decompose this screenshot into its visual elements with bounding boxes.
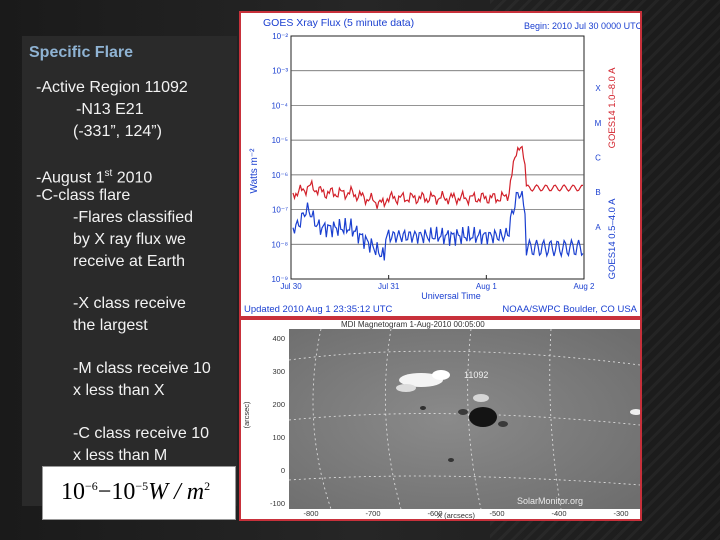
- mdi-xlabel: X (arcsecs): [437, 511, 475, 519]
- goes-ylabel: Watts m⁻²: [249, 148, 260, 194]
- date-line: -August 1st 2010: [36, 163, 152, 189]
- goes-title: GOES Xray Flux (5 minute data): [263, 17, 414, 29]
- classified-line-1: -Flares classified: [73, 209, 194, 226]
- goes-long-channel-label: GOES14 1.0–8.0 A: [607, 67, 618, 148]
- text-panel: [22, 36, 237, 506]
- formula-unit-exp: 2: [204, 479, 211, 493]
- goes-x-tick-label: Jul 30: [280, 282, 302, 291]
- mdi-magnetogram: MDI Magnetogram 1-Aug-2010 00:05:00 1109…: [239, 318, 642, 521]
- goes-class-letter: X: [595, 84, 601, 93]
- mdi-x-tick-label: -600: [427, 509, 442, 518]
- mdi-y-tick-label: -100: [270, 499, 285, 508]
- goes-class-letter: M: [595, 119, 602, 128]
- formula-exp-1: −6: [85, 479, 98, 493]
- mdi-x-tick-label: -700: [365, 509, 380, 518]
- formula-dash: −: [97, 479, 112, 505]
- goes-updated: Updated 2010 Aug 1 23:35:12 UTC: [244, 304, 393, 315]
- formula-base-2: 10: [111, 479, 136, 505]
- goes-y-tick-label: 10⁻⁸: [272, 240, 289, 249]
- xclass-line-2: the largest: [73, 317, 148, 334]
- mdi-title: MDI Magnetogram 1-Aug-2010 00:05:00: [341, 320, 485, 329]
- classified-line-2: by X ray flux we: [73, 231, 186, 248]
- goes-x-tick-label: Jul 31: [378, 282, 400, 291]
- flux-formula: 10−6−10−5W / m2: [61, 479, 210, 506]
- classified-line-3: receive at Earth: [73, 253, 186, 270]
- goes-y-tick-label: 10⁻⁵: [272, 136, 288, 145]
- goes-xlabel: Universal Time: [421, 291, 481, 301]
- mdi-y-tick-label: 100: [272, 433, 285, 442]
- mdi-x-tick-label: -500: [489, 509, 504, 518]
- mdi-y-tick-label: 400: [272, 334, 285, 343]
- flux-formula-box: 10−6−10−5W / m2: [42, 466, 236, 520]
- mdi-x-tick-label: -800: [303, 509, 318, 518]
- goes-short-channel-label: GOES14 0.5–4.0 A: [607, 198, 618, 279]
- goes-begin: Begin: 2010 Jul 30 0000 UTC: [524, 21, 640, 31]
- active-region-line: -Active Region 11092: [36, 79, 188, 96]
- date-superscript: st: [104, 168, 113, 179]
- mdi-y-tick-label: 0: [281, 466, 285, 475]
- coords-line: -N13 E21: [76, 101, 144, 118]
- goes-plot-area: [290, 35, 585, 280]
- mclass-line-2: x less than X: [73, 382, 165, 399]
- formula-exp-2: −5: [135, 479, 149, 493]
- formula-base-1: 10: [61, 479, 85, 505]
- cclass-desc-line-2: x less than M: [73, 447, 168, 464]
- cclass-flare-line: -C-class flare: [36, 187, 131, 204]
- goes-x-tick-label: Aug 2: [574, 282, 595, 291]
- mdi-sunspot: [420, 406, 508, 462]
- formula-unit: W / m: [148, 479, 205, 505]
- goes-y-tick-label: 10⁻²: [272, 32, 288, 41]
- goes-y-tick-label: 10⁻⁹: [271, 275, 288, 284]
- goes-xray-plot: GOES Xray Flux (5 minute data) Begin: 20…: [239, 11, 642, 318]
- goes-class-letter: B: [595, 188, 600, 197]
- mclass-line-1: -M class receive 10: [73, 360, 211, 377]
- arcsec-coords-line: (-331”, 124”): [73, 123, 162, 140]
- mdi-x-tick-label: -400: [551, 509, 566, 518]
- mdi-grid: [288, 328, 640, 510]
- date-prefix: -August 1: [36, 169, 105, 187]
- mdi-image: [289, 329, 640, 509]
- goes-y-tick-label: 10⁻⁴: [271, 101, 288, 110]
- slide-heading: Specific Flare: [29, 44, 134, 61]
- goes-y-tick-label: 10⁻⁶: [272, 171, 288, 180]
- goes-noaa: NOAA/SWPC Boulder, CO USA: [502, 304, 637, 315]
- mdi-ylabel: (arcsec): [242, 401, 251, 429]
- mdi-watermark: SolarMonitor.org: [517, 496, 583, 506]
- goes-short-channel-line: [292, 190, 584, 261]
- mdi-x-tick-label: -300: [613, 509, 628, 518]
- mdi-region-label: 11092: [464, 370, 488, 380]
- date-suffix: 2010: [112, 169, 153, 187]
- goes-long-channel-line: [292, 145, 583, 209]
- goes-class-letter: C: [595, 154, 601, 163]
- mdi-y-tick-label: 300: [272, 367, 285, 376]
- mdi-plage-white: [396, 370, 640, 415]
- goes-class-letter: A: [595, 223, 601, 232]
- goes-x-tick-label: Aug 1: [476, 282, 497, 291]
- goes-y-tick-label: 10⁻⁷: [272, 206, 288, 215]
- cclass-desc-line-1: -C class receive 10: [73, 425, 210, 442]
- xclass-line-1: -X class receive: [73, 295, 186, 312]
- goes-y-tick-label: 10⁻³: [272, 67, 288, 76]
- mdi-y-tick-label: 200: [272, 400, 285, 409]
